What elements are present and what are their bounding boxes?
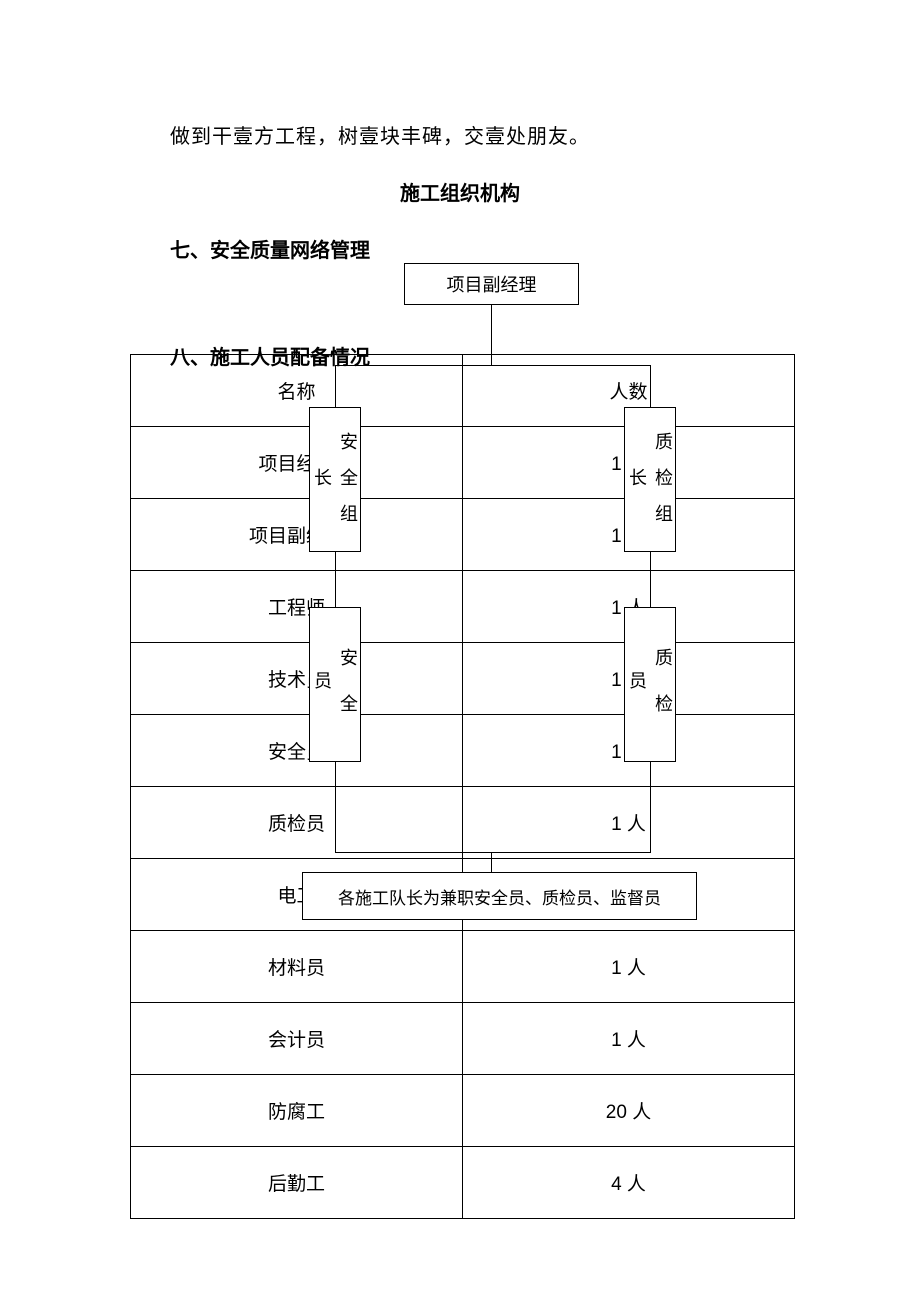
personnel-table: 名称 人数 项目经理1 人 项目副经理1 人 工程师1 人 技术员1 人 安全员… [130,354,795,1219]
table-row: 会计员1 人 [131,1003,795,1075]
table-row: 材料员1 人 [131,931,795,1003]
cell-count: 1 人 [463,787,795,859]
cell-count: 1 人 [463,571,795,643]
table-row: 质检员1 人 [131,787,795,859]
cell-name: 材料员 [131,931,463,1003]
cell-count: 1 人 [463,859,795,931]
table-header-count: 人数 [463,355,795,427]
table-row: 后勤工4 人 [131,1147,795,1219]
table-row: 项目经理1 人 [131,427,795,499]
cell-name: 后勤工 [131,1147,463,1219]
page-content: 做到干壹方工程，树壹块丰碑，交壹处朋友。 施工组织机构 七、安全质量网络管理 八… [0,120,920,370]
cell-name: 防腐工 [131,1075,463,1147]
intro-line: 做到干壹方工程，树壹块丰碑，交壹处朋友。 [170,120,920,149]
table-row: 工程师1 人 [131,571,795,643]
table-header-name: 名称 [131,355,463,427]
cell-count: 1 人 [463,715,795,787]
cell-name: 质检员 [131,787,463,859]
table-row: 项目副经理1 人 [131,499,795,571]
cell-count: 1 人 [463,931,795,1003]
cell-name: 工程师 [131,571,463,643]
cell-name: 安全员 [131,715,463,787]
table-row: 电工1 人 [131,859,795,931]
table-header-row: 名称 人数 [131,355,795,427]
org-title: 施工组织机构 [0,177,920,206]
cell-name: 项目副经理 [131,499,463,571]
cell-count: 20 人 [463,1075,795,1147]
cell-name: 项目经理 [131,427,463,499]
table-row: 技术员1 人 [131,643,795,715]
cell-count: 1 人 [463,643,795,715]
cell-count: 4 人 [463,1147,795,1219]
cell-name: 技术员 [131,643,463,715]
cell-count: 1 人 [463,499,795,571]
table-row: 安全员1 人 [131,715,795,787]
cell-count: 1 人 [463,427,795,499]
table-row: 防腐工20 人 [131,1075,795,1147]
section-7-heading: 七、安全质量网络管理 [170,234,920,263]
cell-name: 会计员 [131,1003,463,1075]
cell-name: 电工 [131,859,463,931]
cell-count: 1 人 [463,1003,795,1075]
